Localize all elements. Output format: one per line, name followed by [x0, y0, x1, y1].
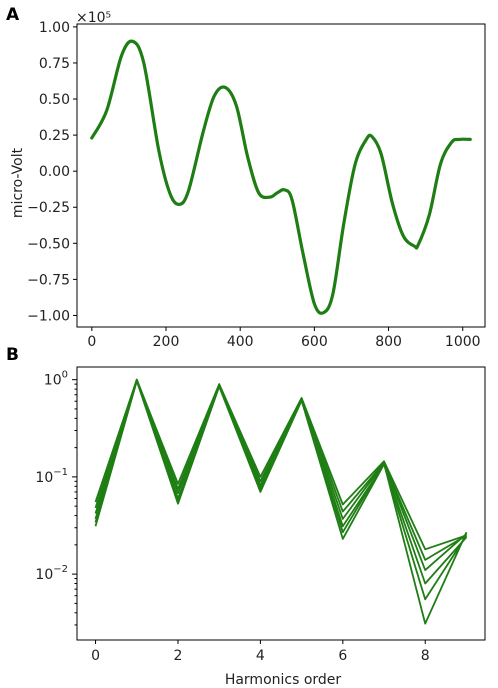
panel-a-letter: A	[6, 5, 20, 25]
panel-b-x-axis-label: Harmonics order	[225, 672, 342, 688]
panel-b-frame	[76, 366, 486, 641]
panel-b-y-tick-label-1: 10−1	[35, 467, 68, 486]
panel-b-x-tick-label-3: 6	[338, 648, 347, 664]
panel-b-x-tick-label-2: 4	[256, 648, 265, 664]
panel-a-x-tick-label-4: 800	[375, 334, 402, 350]
panel-a-y-tick-label-2: 0.50	[39, 92, 70, 108]
panel-b-series-line-0	[94, 378, 467, 551]
panel-a-y-tick-label-5: −0.25	[27, 200, 70, 216]
panel-a-y-tick-label-3: 0.25	[39, 128, 70, 144]
panel-a-y-tick-label-0: 1.00	[39, 20, 70, 36]
panel-a-x-tick-label-0: 0	[87, 334, 96, 350]
panel-b-plot-area	[94, 378, 468, 625]
panel-a-plot-area	[90, 39, 472, 315]
panel-b-y-tick-label-0: 100	[44, 370, 68, 389]
panel-a-x-tick-label-3: 600	[301, 334, 328, 350]
panel-a-offset-text: ×10⁵	[76, 10, 111, 26]
panel-a-y-tick-label-1: 0.75	[39, 56, 70, 72]
panel-a-y-tick-label-7: −0.75	[27, 272, 70, 288]
panel-b-y-tick-label-2: 10−2	[35, 564, 68, 583]
panel-a-series-line-0	[90, 39, 472, 315]
panel-a-x-tick-label-2: 400	[227, 334, 254, 350]
panel-b-letter: B	[6, 345, 19, 365]
panel-b-x-tick-label-4: 8	[421, 648, 430, 664]
panel-a-x-tick-label-1: 200	[153, 334, 180, 350]
panel-b-ticks: 0 2 4 6 8 100 10−1 10−2	[35, 370, 429, 664]
panel-a-y-tick-label-6: −0.50	[27, 236, 70, 252]
panel-b-x-tick-label-1: 2	[174, 648, 183, 664]
panel-a-y-tick-label-8: −1.00	[27, 308, 70, 324]
panel-b: B Harmonics order 0 2 4 6 8 100 10−1 10−2	[6, 345, 486, 688]
panel-a-y-axis-label: micro-Volt	[10, 147, 26, 218]
panel-a-frame	[76, 23, 486, 328]
panel-b-series-line-5	[94, 379, 468, 625]
panel-a-ticks: 0 200 400 600 800 1000 1.00 0.75 0.50 0.25 0.00 −0.…	[27, 20, 480, 350]
panel-a: A ×10⁵ micro-Volt 0 200 400 600 800 10001.000…	[6, 5, 486, 350]
panel-a-x-tick-label-5: 1000	[445, 334, 481, 350]
panel-b-x-tick-label-0: 0	[91, 648, 100, 664]
panel-a-y-tick-label-4: 0.00	[39, 164, 70, 180]
